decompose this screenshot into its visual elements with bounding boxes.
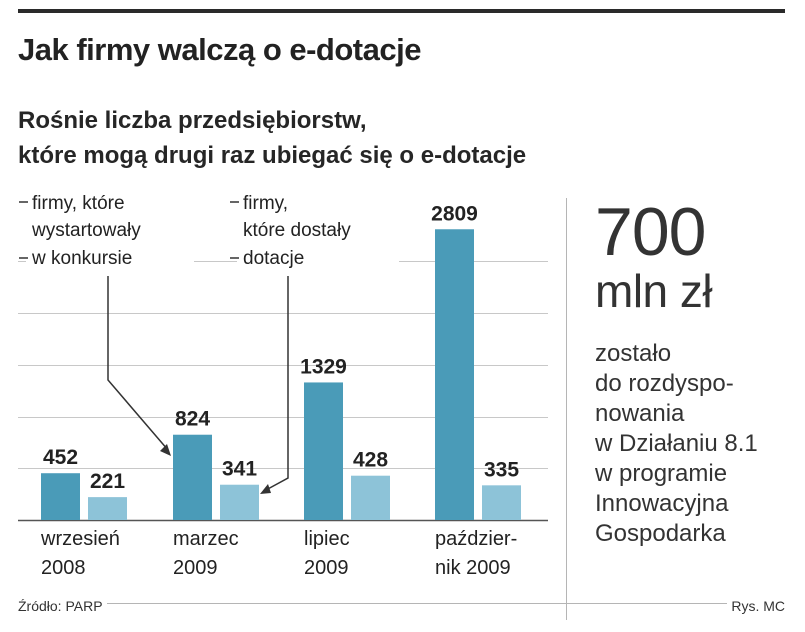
x-tick-label: lipiec [304,528,350,550]
side-line: nowania [595,400,685,427]
credit-note: Rys. MC [727,598,785,614]
side-unit: mln zł [595,265,713,317]
side-panel: 700 mln zł zostało do rozdyspo- nowania … [595,197,795,549]
leader-line-started [107,276,169,451]
legend-label-started: w konkursie [31,248,132,269]
x-tick-label: paździer- [435,528,517,550]
side-line: w programie [595,460,728,487]
side-line: w Działaniu 8.1 [595,430,758,457]
top-rule [18,9,785,13]
x-tick-label: 2009 [173,557,218,579]
bar-received [351,475,390,520]
chart-title: Jak firmy walczą o e-dotacje [18,32,421,67]
legend-label-received: firmy, [243,193,288,214]
data-label-started: 452 [43,446,78,469]
legend-label-started: wystartowały [31,220,141,241]
bar-started [173,434,212,520]
data-label-started: 1329 [300,355,347,378]
side-line: Gospodarka [595,520,726,547]
data-label-received: 221 [90,470,125,493]
subtitle-line-2: które mogą drugi raz ubiegać się o e-dot… [18,142,527,169]
side-line: Innowacyjna [595,490,729,517]
footer-rule [18,603,785,604]
leader-arrow-started [160,444,171,456]
chart-subtitle: Rośnie liczba przedsiębiorstw, które mog… [18,103,698,173]
legend-backing [26,189,194,271]
bar-received [482,485,521,520]
bar-started [304,382,343,520]
x-tick-label: 2009 [304,557,349,579]
panel-divider [566,198,567,620]
bar-started [435,229,474,520]
data-label-started: 824 [175,408,210,431]
data-label-started: 2809 [431,202,478,225]
legend-label-started: firmy, które [32,193,125,214]
side-amount: 700 [595,194,706,270]
subtitle-line-1: Rośnie liczba przedsiębiorstw, [18,107,367,134]
leader-line-received [265,276,289,491]
side-line: zostało [595,340,672,367]
source-note: Źródło: PARP [18,598,107,614]
data-label-received: 335 [484,458,519,481]
data-label-received: 341 [222,458,257,481]
bar-received [220,484,259,520]
x-tick-label: wrzesień [40,528,120,550]
legend-label-received: które dostały [243,220,351,241]
bar-started [41,473,80,520]
data-label-received: 428 [353,449,388,472]
legend-backing [237,189,399,271]
x-tick-label: nik 2009 [435,557,511,579]
x-tick-label: 2008 [41,557,86,579]
legend-label-received: dotacje [243,248,304,269]
side-description: zostało do rozdyspo- nowania w Działaniu… [595,339,795,549]
x-tick-label: marzec [173,528,239,550]
leader-arrow-received [260,484,271,494]
side-line: do rozdyspo- [595,370,734,397]
bar-received [88,497,127,520]
